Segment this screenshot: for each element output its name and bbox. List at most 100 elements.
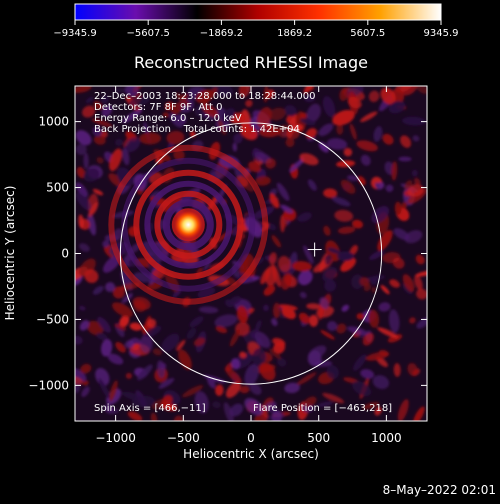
- image-blob: [92, 188, 104, 196]
- image-blob: [127, 411, 143, 421]
- image-blob: [229, 329, 241, 347]
- image-blob: [76, 192, 92, 211]
- image-blob: [81, 386, 90, 397]
- image-blob: [124, 86, 139, 97]
- image-blob: [75, 130, 92, 146]
- image-blob: [82, 380, 89, 386]
- x-tick-label: −500: [167, 431, 200, 445]
- image-blob: [93, 135, 106, 145]
- image-blob: [223, 402, 234, 421]
- image-blob: [324, 254, 333, 265]
- image-blob: [269, 348, 281, 360]
- image-blob: [140, 334, 153, 353]
- image-blob: [369, 250, 384, 260]
- image-blob: [97, 316, 111, 333]
- y-axis: −1000 −500 0 500 1000: [28, 115, 427, 392]
- image-blob: [357, 176, 366, 186]
- image-blob: [299, 153, 319, 166]
- image-blob: [292, 261, 312, 272]
- image-blob: [109, 380, 118, 402]
- image-blob: [306, 103, 321, 123]
- image-blob: [277, 357, 287, 367]
- image-blob: [284, 382, 300, 394]
- image-blob: [92, 126, 103, 137]
- image-blob: [98, 378, 110, 399]
- image-blob: [125, 340, 135, 349]
- image-blob: [175, 92, 190, 107]
- image-blob: [350, 274, 364, 290]
- image-blob: [173, 148, 185, 161]
- x-tick-label: −1000: [95, 431, 136, 445]
- image-blob: [176, 339, 186, 351]
- image-blob: [322, 392, 345, 404]
- image-blob: [132, 343, 140, 351]
- image-blob: [102, 255, 121, 273]
- image-blob: [259, 362, 276, 381]
- image-blob: [139, 132, 162, 145]
- image-blob: [308, 345, 327, 360]
- image-blob: [307, 179, 317, 191]
- image-blob: [317, 401, 333, 407]
- image-blob: [402, 116, 426, 126]
- image-blob: [416, 288, 427, 300]
- image-blob: [84, 269, 99, 284]
- image-blob: [378, 302, 391, 312]
- timestamp: 8–May–2022 02:01: [383, 483, 496, 497]
- image-blob: [255, 320, 262, 331]
- info-line-method: Back Projection Total counts: 1.42E+04: [94, 124, 300, 135]
- image-blob: [252, 148, 260, 157]
- image-blob: [114, 323, 127, 331]
- image-blob: [402, 274, 415, 292]
- image-blob: [249, 383, 262, 395]
- image-blob: [299, 112, 308, 120]
- image-blob: [102, 240, 110, 248]
- image-blob: [404, 180, 413, 190]
- image-blob: [407, 184, 424, 197]
- image-blob: [232, 142, 238, 152]
- image-blob: [264, 401, 277, 411]
- info-line-detectors: Detectors: 7F 8F 9F, Att 0: [94, 102, 222, 113]
- image-blob: [391, 161, 398, 181]
- image-blob: [296, 372, 317, 386]
- image-blob: [214, 314, 238, 328]
- image-blob: [166, 130, 185, 145]
- image-blob: [105, 282, 116, 292]
- image-blob: [362, 401, 380, 410]
- image-blob: [268, 252, 277, 265]
- image-plot: [75, 86, 427, 421]
- image-blob: [225, 381, 241, 398]
- image-blob: [119, 315, 130, 328]
- image-blob: [387, 334, 403, 343]
- image-blob: [101, 95, 109, 104]
- image-blob: [413, 177, 421, 186]
- image-blob: [374, 406, 382, 416]
- image-blob: [101, 105, 113, 117]
- image-blob: [334, 209, 354, 222]
- image-blob: [324, 279, 337, 292]
- image-blob: [388, 101, 406, 114]
- image-blob: [323, 225, 331, 236]
- image-blob: [336, 123, 344, 135]
- image-blob: [337, 251, 355, 262]
- image-blob: [327, 247, 341, 254]
- image-blob: [393, 363, 401, 377]
- image-blob: [356, 140, 378, 152]
- image-blob: [331, 196, 351, 207]
- image-blob: [91, 118, 113, 128]
- image-blob: [128, 96, 150, 107]
- image-blob: [82, 105, 96, 118]
- image-blob: [371, 286, 377, 293]
- image-blob: [122, 148, 130, 166]
- image-blob: [224, 299, 234, 308]
- image-blob: [269, 107, 286, 121]
- image-blob: [83, 168, 100, 182]
- image-blob: [343, 147, 353, 157]
- image-blob: [137, 364, 153, 381]
- image-blob: [263, 304, 269, 312]
- x-tick-label: 500: [307, 431, 330, 445]
- image-blob: [75, 86, 92, 93]
- image-blob: [233, 133, 243, 144]
- image-blob: [327, 320, 338, 332]
- image-blob: [304, 396, 317, 408]
